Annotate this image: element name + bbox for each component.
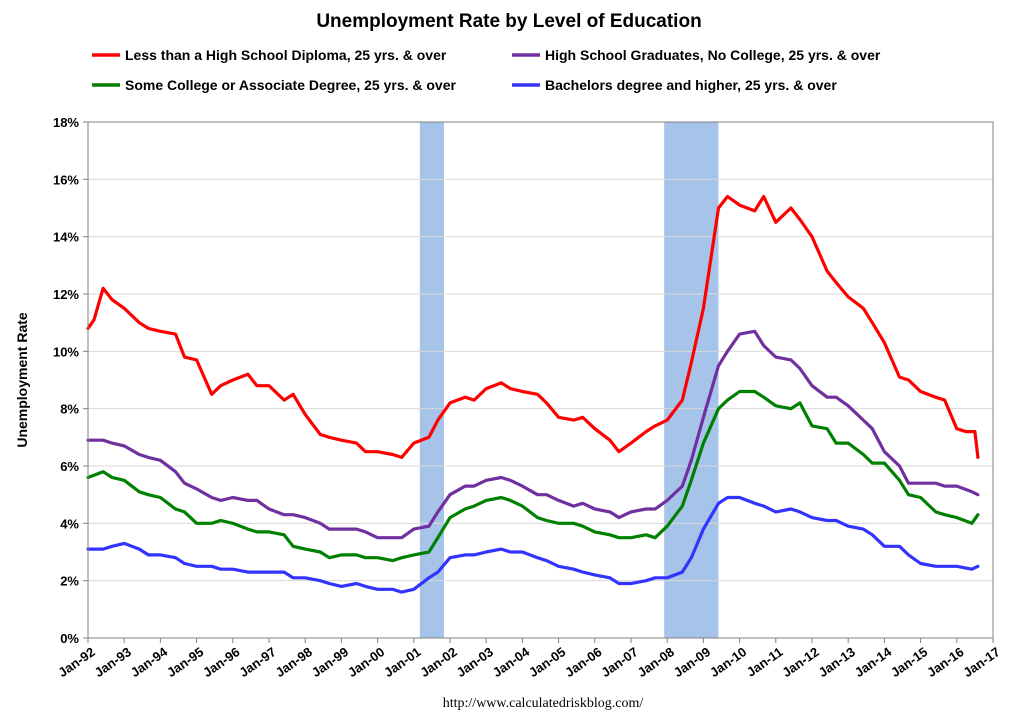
y-tick-label: 8%: [60, 402, 79, 417]
x-tick-label: Jan-16: [924, 644, 966, 680]
y-tick-label: 0%: [60, 631, 79, 646]
x-tick-label: Jan-94: [128, 644, 171, 680]
x-tick-label: Jan-93: [92, 644, 134, 680]
recession-band: [664, 122, 719, 638]
x-tick-label: Jan-95: [164, 644, 206, 680]
x-tick-label: Jan-97: [236, 644, 278, 680]
x-tick-label: Jan-03: [454, 644, 496, 680]
x-tick-label: Jan-01: [381, 644, 423, 680]
x-tick-label: Jan-07: [598, 644, 640, 680]
x-tick-label: Jan-05: [526, 644, 568, 680]
x-tick-label: Jan-11: [744, 644, 786, 680]
legend-label: Less than a High School Diploma, 25 yrs.…: [125, 47, 447, 63]
y-tick-label: 14%: [53, 230, 79, 245]
y-tick-label: 12%: [53, 287, 79, 302]
recession-bands: [419, 122, 719, 638]
plot-border: [87, 121, 994, 639]
recession-band: [419, 122, 444, 638]
x-tick-label: Jan-04: [490, 644, 533, 680]
x-tick-label: Jan-13: [816, 644, 858, 680]
x-tick-label: Jan-92: [55, 644, 97, 680]
x-tick-label: Jan-98: [273, 644, 315, 680]
y-tick-label: 16%: [53, 172, 79, 187]
x-tick-label: Jan-96: [200, 644, 242, 680]
series-line: [86, 389, 980, 563]
x-tick-label: Jan-99: [309, 644, 351, 680]
series-line: [86, 194, 980, 459]
series-lines: [86, 194, 980, 594]
x-axis: Jan-92Jan-93Jan-94Jan-95Jan-96Jan-97Jan-…: [55, 638, 1003, 680]
legend-label: Some College or Associate Degree, 25 yrs…: [125, 77, 457, 93]
y-tick-label: 10%: [53, 344, 79, 359]
legend: Less than a High School Diploma, 25 yrs.…: [92, 47, 881, 93]
legend-label: Bachelors degree and higher, 25 yrs. & o…: [545, 77, 837, 93]
plot-area: [88, 122, 993, 638]
x-tick-label: Jan-15: [888, 644, 930, 680]
x-tick-label: Jan-00: [345, 644, 387, 680]
y-axis: 0% 2% 4% 6% 8% 10% 12% 14% 16% 18%: [53, 115, 88, 646]
x-tick-label: Jan-02: [417, 644, 459, 680]
legend-label: High School Graduates, No College, 25 yr…: [545, 47, 881, 63]
y-tick-label: 4%: [60, 516, 79, 531]
source-note: http://www.calculatedriskblog.com/: [443, 696, 644, 711]
x-tick-label: Jan-10: [707, 644, 749, 680]
y-tick-label: 18%: [53, 115, 79, 130]
series-line: [86, 329, 980, 540]
x-tick-label: Jan-06: [562, 644, 604, 680]
y-tick-label: 6%: [60, 459, 79, 474]
x-tick-label: Jan-08: [635, 644, 677, 680]
x-tick-label: Jan-14: [852, 644, 895, 680]
y-tick-label: 2%: [60, 574, 79, 589]
chart-title: Unemployment Rate by Level of Education: [316, 11, 701, 32]
x-tick-label: Jan-12: [779, 644, 821, 680]
x-tick-label: Jan-09: [671, 644, 713, 680]
x-tick-label: Jan-17: [960, 644, 1002, 680]
series-line: [86, 495, 980, 594]
gridlines: [88, 178, 993, 582]
y-axis-title: Unemployment Rate: [14, 312, 30, 448]
